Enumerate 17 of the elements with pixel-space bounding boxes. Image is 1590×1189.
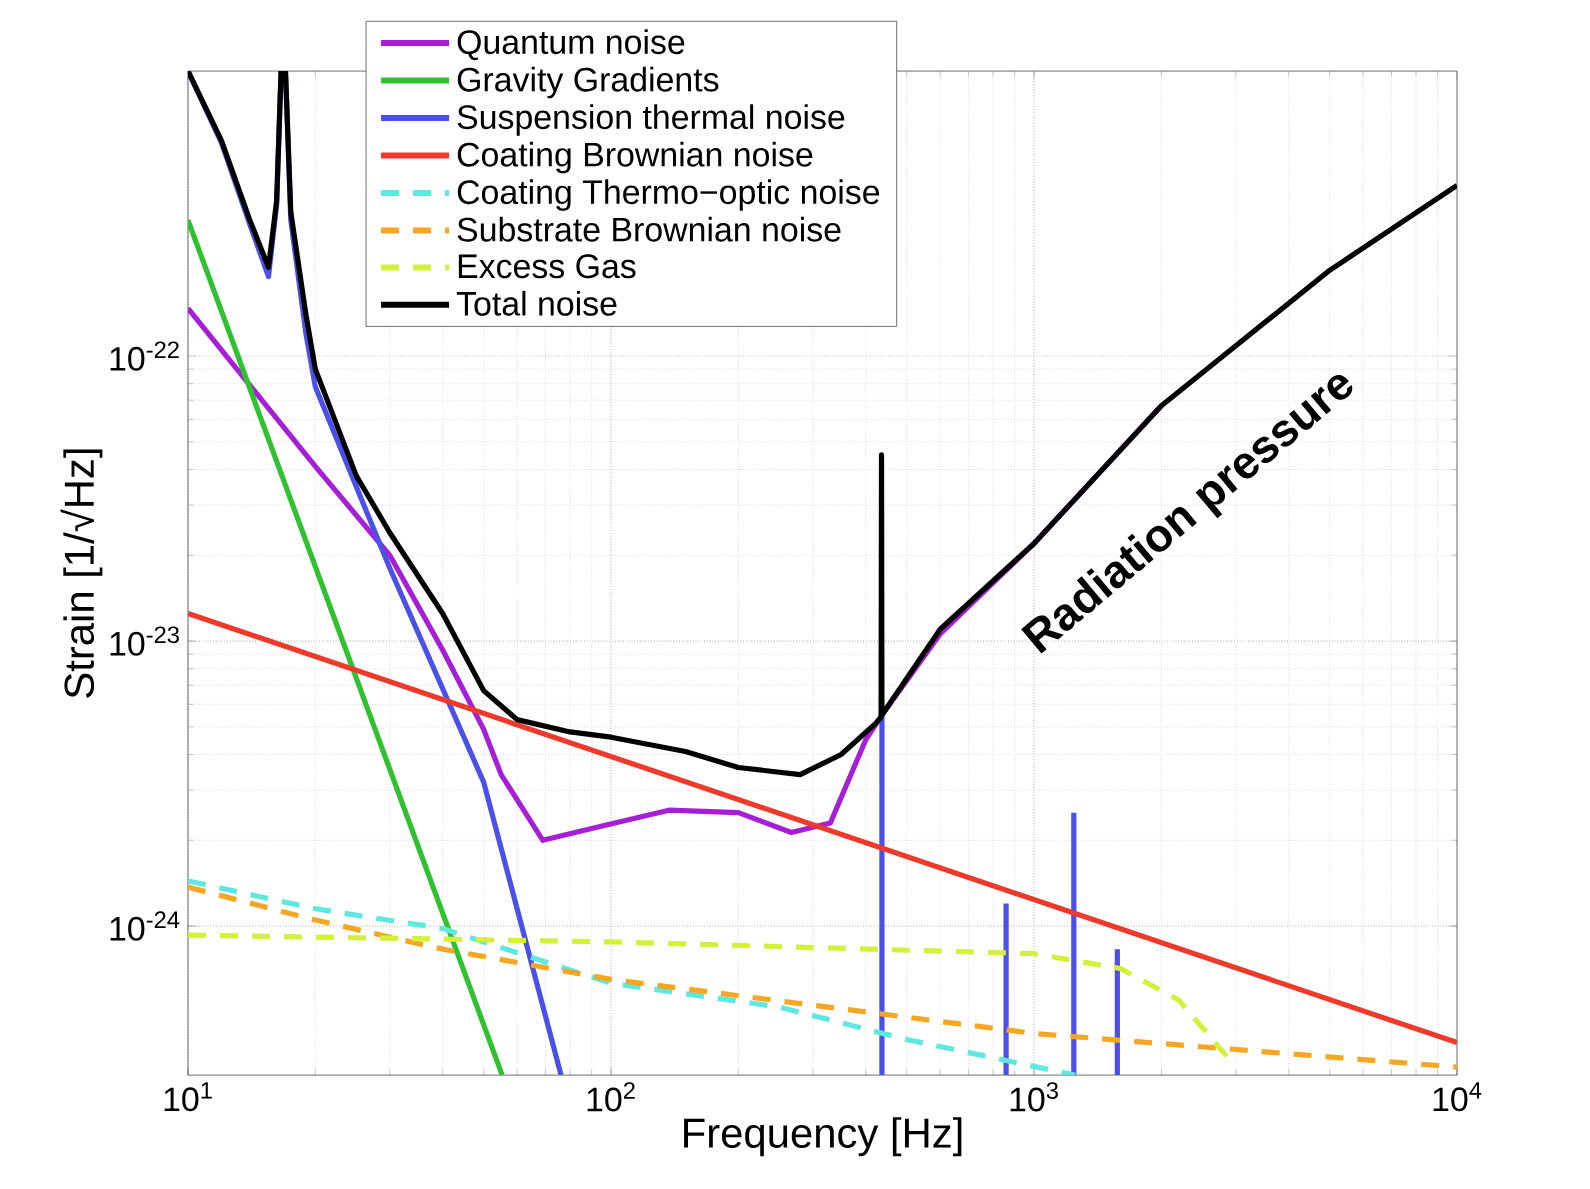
legend-label: Total noise xyxy=(456,290,617,316)
legend-label: Excess Gas xyxy=(458,254,636,279)
y-tick-label: 10$^{-24}$ xyxy=(110,911,180,941)
legend-label: Gravity Gradients xyxy=(457,66,719,99)
x-tick-label: 10$^{2}$ xyxy=(587,1082,635,1112)
x-axis-title: Frequency [Hz] xyxy=(684,1117,962,1157)
legend-label: Coating Brownian noise xyxy=(457,141,813,174)
x-tick-label: 10$^{1}$ xyxy=(164,1082,212,1112)
y-axis-title: Strain [1/√Hz] xyxy=(60,449,103,698)
legend-label: Suspension thermal noise xyxy=(457,104,845,136)
legend-label: Quantum noise xyxy=(457,29,685,61)
y-tick-label: 10$^{-23}$ xyxy=(110,626,179,656)
x-tick-label: 10$^{3}$ xyxy=(1010,1082,1058,1112)
y-tick-label: 10$^{-22}$ xyxy=(110,341,179,371)
legend-label: Coating Thermo−optic noise xyxy=(457,179,880,211)
legend-label: Substrate Brownian noise xyxy=(457,216,841,242)
x-tick-label: 10$^{4}$ xyxy=(1433,1082,1482,1112)
